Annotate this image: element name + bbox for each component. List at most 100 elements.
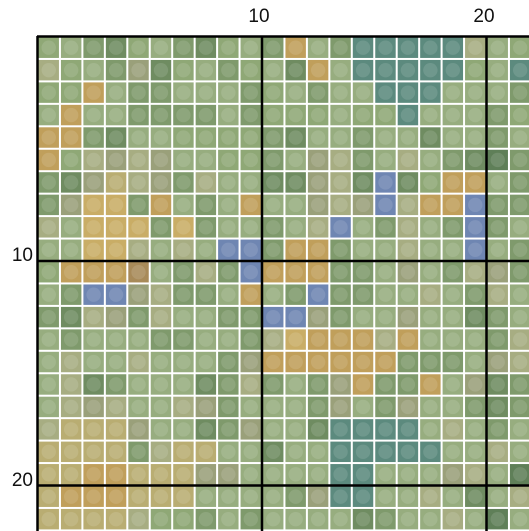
stitch-mark bbox=[400, 354, 416, 370]
grid-cell bbox=[419, 328, 442, 351]
grid-cell bbox=[172, 507, 195, 531]
grid-cell bbox=[306, 148, 330, 172]
stitch-mark bbox=[468, 422, 483, 437]
grid-cell bbox=[82, 126, 105, 149]
stitch-mark bbox=[490, 377, 505, 392]
grid-cell bbox=[396, 126, 420, 149]
grid-cell bbox=[419, 171, 442, 194]
grid-cell bbox=[217, 305, 240, 329]
stitch-mark bbox=[176, 422, 191, 437]
grid-cell bbox=[194, 350, 218, 374]
stitch-mark bbox=[266, 62, 281, 78]
stitch-mark bbox=[108, 332, 124, 347]
grid-cell bbox=[217, 350, 240, 374]
stitch-mark bbox=[198, 40, 214, 55]
stitch-mark bbox=[423, 265, 438, 280]
grid-cell bbox=[396, 193, 420, 217]
stitch-mark bbox=[333, 511, 348, 527]
stitch-mark bbox=[288, 265, 303, 280]
grid-cell bbox=[104, 148, 128, 172]
stitch-mark bbox=[176, 220, 191, 235]
grid-cell bbox=[217, 171, 240, 194]
stitch-mark bbox=[41, 197, 56, 213]
grid-cell bbox=[441, 216, 465, 239]
grid-cell bbox=[396, 440, 420, 464]
stitch-mark bbox=[243, 152, 258, 168]
grid-cell bbox=[284, 193, 307, 217]
grid-cell bbox=[329, 193, 352, 217]
grid-cell bbox=[172, 148, 195, 172]
stitch-mark bbox=[310, 332, 326, 347]
stitch-mark bbox=[41, 511, 56, 527]
stitch-mark bbox=[310, 40, 326, 55]
stitch-mark bbox=[108, 130, 124, 145]
grid-cell bbox=[351, 350, 375, 374]
grid-cell bbox=[82, 171, 105, 194]
grid-cell bbox=[194, 328, 218, 351]
stitch-mark bbox=[445, 265, 460, 280]
stitch-mark bbox=[153, 399, 169, 415]
stitch-mark bbox=[333, 265, 348, 280]
stitch-mark bbox=[490, 354, 505, 370]
stitch-mark bbox=[198, 220, 214, 235]
stitch-mark bbox=[423, 444, 438, 459]
grid-cell bbox=[149, 305, 173, 329]
stitch-mark bbox=[221, 62, 236, 78]
stitch-mark bbox=[490, 197, 505, 213]
stitch-mark bbox=[86, 152, 101, 168]
stitch-mark bbox=[86, 399, 101, 415]
grid-cell bbox=[508, 81, 529, 104]
grid-cell bbox=[149, 418, 173, 441]
stitch-mark bbox=[423, 332, 438, 347]
grid-cell bbox=[508, 395, 529, 419]
stitch-mark bbox=[445, 309, 460, 325]
stitch-mark bbox=[86, 197, 101, 213]
stitch-mark bbox=[445, 489, 460, 504]
grid-cell bbox=[104, 418, 128, 441]
y-axis-label-20: 20 bbox=[12, 470, 33, 491]
stitch-mark bbox=[400, 511, 416, 527]
stitch-mark bbox=[221, 242, 236, 257]
stitch-mark bbox=[153, 197, 169, 213]
grid-cell bbox=[172, 350, 195, 374]
grid-cell bbox=[396, 373, 420, 396]
stitch-mark bbox=[266, 399, 281, 415]
stitch-mark bbox=[490, 399, 505, 415]
grid-cell bbox=[508, 418, 529, 441]
stitch-mark bbox=[333, 152, 348, 168]
grid-cell bbox=[149, 440, 173, 464]
grid-cell bbox=[104, 373, 128, 396]
stitch-mark bbox=[378, 511, 393, 527]
grid-cell bbox=[172, 126, 195, 149]
grid-cell bbox=[306, 418, 330, 441]
grid-cell bbox=[104, 58, 128, 82]
stitch-mark bbox=[423, 511, 438, 527]
stitch-mark bbox=[400, 152, 416, 168]
grid-cell bbox=[508, 328, 529, 351]
stitch-mark bbox=[108, 107, 124, 123]
stitch-mark bbox=[108, 467, 124, 482]
stitch-mark bbox=[310, 399, 326, 415]
stitch-mark bbox=[176, 242, 191, 257]
grid-cell bbox=[172, 395, 195, 419]
stitch-mark bbox=[490, 130, 505, 145]
stitch-mark bbox=[221, 377, 236, 392]
stitch-mark bbox=[176, 197, 191, 213]
stitch-mark bbox=[512, 511, 528, 527]
stitch-mark bbox=[266, 467, 281, 482]
stitch-mark bbox=[400, 62, 416, 78]
stitch-mark bbox=[512, 62, 528, 78]
stitch-mark bbox=[355, 489, 371, 504]
stitch-mark bbox=[41, 85, 56, 100]
stitch-mark bbox=[423, 242, 438, 257]
grid-cell bbox=[419, 216, 442, 239]
grid-cell bbox=[419, 418, 442, 441]
stitch-mark bbox=[243, 354, 258, 370]
stitch-mark bbox=[153, 444, 169, 459]
stitch-mark bbox=[288, 107, 303, 123]
stitch-mark bbox=[512, 422, 528, 437]
stitch-mark bbox=[490, 287, 505, 302]
stitch-mark bbox=[490, 309, 505, 325]
stitch-mark bbox=[468, 197, 483, 213]
stitch-mark bbox=[468, 399, 483, 415]
